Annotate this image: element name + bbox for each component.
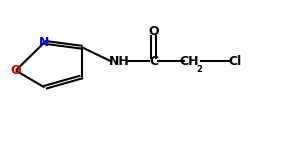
Text: N: N xyxy=(39,36,50,49)
Text: C: C xyxy=(149,55,158,68)
Text: NH: NH xyxy=(109,55,129,68)
Text: Cl: Cl xyxy=(229,55,242,68)
Text: O: O xyxy=(10,64,21,77)
Text: 2: 2 xyxy=(196,65,202,74)
Text: CH: CH xyxy=(179,55,199,68)
Text: O: O xyxy=(148,25,159,38)
